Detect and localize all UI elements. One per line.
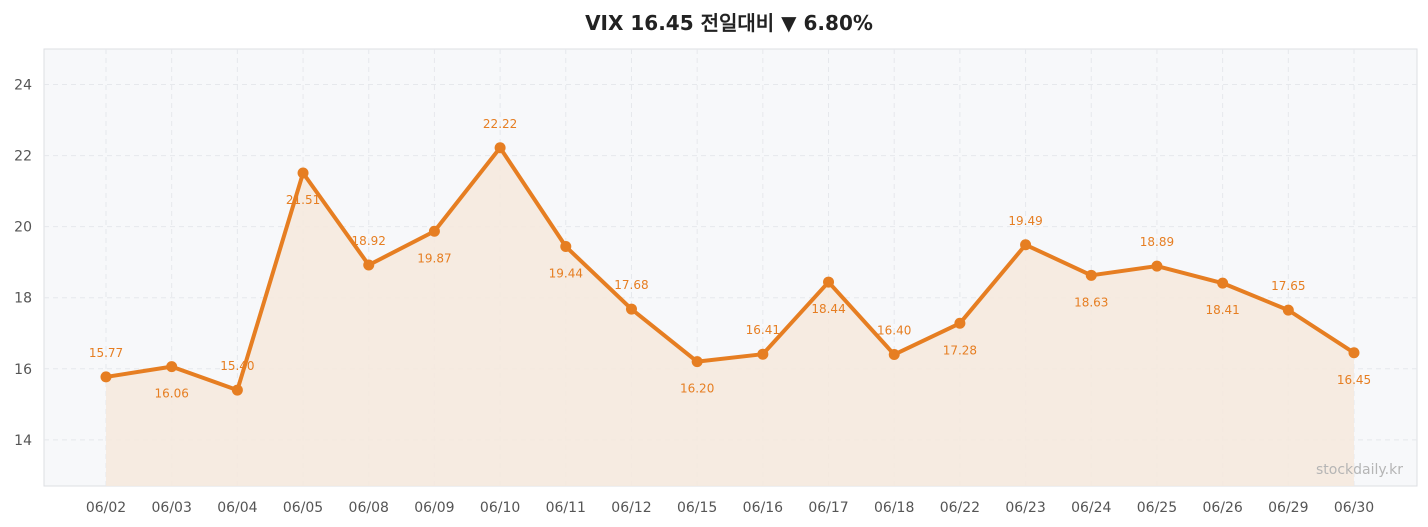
- data-point: [1151, 260, 1163, 272]
- x-tick-label: 06/15: [677, 500, 717, 516]
- data-label: 17.65: [1271, 279, 1305, 293]
- data-point: [691, 356, 703, 368]
- x-tick-label: 06/22: [940, 500, 980, 516]
- data-point: [100, 371, 112, 383]
- area-fill-layer: [106, 147, 1354, 486]
- x-tick-label: 06/18: [874, 500, 914, 516]
- data-label: 19.44: [549, 267, 583, 281]
- y-tick-label: 16: [14, 362, 32, 378]
- data-label: 18.44: [811, 302, 845, 316]
- x-tick-label: 06/29: [1268, 500, 1308, 516]
- x-tick-label: 06/25: [1137, 500, 1177, 516]
- y-tick-label: 22: [14, 149, 32, 165]
- data-label: 15.40: [220, 359, 254, 373]
- x-tick-label: 06/23: [1005, 500, 1045, 516]
- y-axis-ticks: 14 16 18 20 22 24: [14, 78, 32, 449]
- chart-title: VIX 16.45 전일대비 ▼ 6.80%: [585, 11, 873, 35]
- data-label: 18.63: [1074, 295, 1108, 309]
- data-point: [625, 303, 637, 315]
- data-label: 17.68: [614, 278, 648, 292]
- y-tick-label: 18: [14, 291, 32, 307]
- x-tick-label: 06/04: [217, 500, 257, 516]
- y-tick-label: 24: [14, 78, 32, 94]
- data-label: 16.20: [680, 382, 714, 396]
- x-tick-label: 06/11: [546, 500, 586, 516]
- data-point: [363, 259, 375, 271]
- x-tick-label: 06/03: [152, 500, 192, 516]
- data-label: 16.45: [1337, 373, 1371, 387]
- y-tick-label: 14: [14, 433, 32, 449]
- x-tick-label: 06/08: [349, 500, 389, 516]
- x-tick-label: 06/16: [743, 500, 783, 516]
- series-area: [106, 147, 1354, 486]
- data-point: [1085, 269, 1097, 281]
- x-tick-label: 06/30: [1334, 500, 1374, 516]
- data-point: [494, 142, 506, 154]
- data-label: 16.41: [746, 323, 780, 337]
- data-point-layer: [100, 142, 1360, 396]
- data-label: 19.49: [1008, 214, 1042, 228]
- x-tick-label: 06/09: [414, 500, 454, 516]
- x-tick-label: 06/12: [611, 500, 651, 516]
- watermark: stockdaily.kr: [1316, 462, 1403, 478]
- y-tick-label: 20: [14, 220, 32, 236]
- x-tick-label: 06/02: [86, 500, 126, 516]
- x-axis-ticks: 06/02 06/03 06/04 06/05 06/08 06/09 06/10 06/11…: [86, 500, 1374, 516]
- x-tick-label: 06/17: [808, 500, 848, 516]
- data-point: [1282, 304, 1294, 316]
- data-point: [954, 317, 966, 329]
- data-point: [1348, 347, 1360, 359]
- data-label: 18.89: [1140, 235, 1174, 249]
- x-tick-label: 06/10: [480, 500, 520, 516]
- data-point: [757, 348, 769, 360]
- data-point: [1217, 277, 1229, 289]
- series-line: [104, 145, 1356, 393]
- x-tick-label: 06/24: [1071, 500, 1111, 516]
- data-label: 15.77: [89, 346, 123, 360]
- data-point: [428, 225, 440, 237]
- series-line-layer: [104, 145, 1356, 393]
- data-point: [1020, 239, 1032, 251]
- data-label: 16.40: [877, 324, 911, 338]
- data-label-layer: 15.77 16.06 15.40 21.51 18.92 19.87 22.22 19.44…: [89, 117, 1371, 401]
- x-tick-label: 06/05: [283, 500, 323, 516]
- data-label: 19.87: [417, 251, 451, 265]
- data-point: [166, 361, 178, 373]
- data-label: 18.41: [1205, 303, 1239, 317]
- data-point: [297, 167, 309, 179]
- data-label: 22.22: [483, 117, 517, 131]
- data-point: [888, 349, 900, 361]
- data-point: [231, 384, 243, 396]
- data-point: [560, 241, 572, 253]
- data-label: 16.06: [155, 387, 189, 401]
- data-label: 18.92: [352, 234, 386, 248]
- x-tick-label: 06/26: [1202, 500, 1242, 516]
- data-point: [823, 276, 835, 288]
- data-label: 17.28: [943, 343, 977, 357]
- data-label: 21.51: [286, 193, 320, 207]
